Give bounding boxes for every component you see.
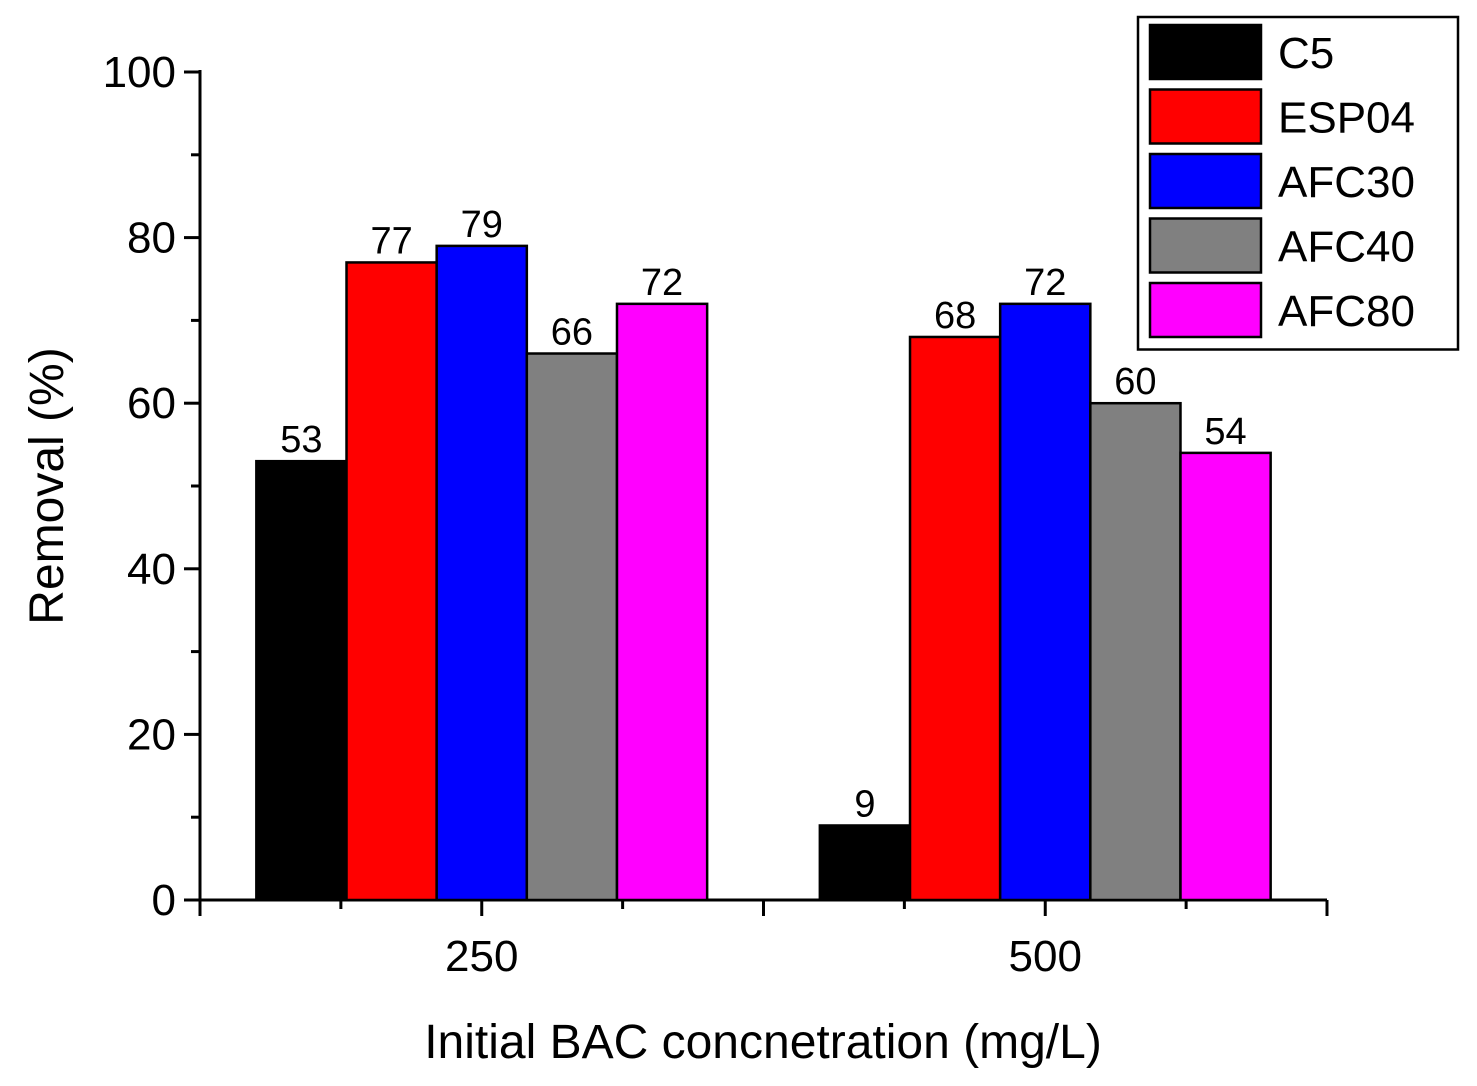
- data-labels: 53 9 77 68 79 72 66 60 72 54: [280, 204, 1246, 826]
- bar: [255, 459, 348, 902]
- legend-swatch: [1148, 152, 1263, 210]
- legend-swatch: [1148, 88, 1263, 145]
- bar: [435, 244, 529, 902]
- legend: C5 ESP04 AFC30 AFC40 AFC80: [1136, 15, 1460, 351]
- y-axis-title: Removal (%): [21, 347, 74, 624]
- legend-swatch: [1148, 281, 1263, 339]
- y-tick-label: 80: [127, 214, 176, 263]
- bar: [525, 352, 619, 902]
- data-label: 53: [280, 419, 322, 461]
- bar: [818, 824, 912, 902]
- data-label: 9: [854, 783, 875, 825]
- bar: [1089, 401, 1182, 902]
- x-tick-label: 500: [1009, 932, 1082, 981]
- data-label: 72: [1024, 262, 1066, 304]
- data-label: 77: [370, 220, 412, 262]
- legend-label: ESP04: [1278, 94, 1415, 143]
- data-label: 60: [1114, 361, 1156, 403]
- bar: [998, 302, 1092, 902]
- data-label: 68: [934, 295, 976, 337]
- legend-label: C5: [1278, 29, 1334, 78]
- data-label: 54: [1204, 411, 1246, 453]
- y-tick-label: 100: [103, 48, 176, 97]
- x-axis-title: Initial BAC concnetration (mg/L): [424, 1016, 1102, 1069]
- legend-label: AFC30: [1278, 158, 1415, 207]
- y-tick-label: 40: [127, 545, 176, 594]
- y-tick-label: 0: [152, 876, 176, 925]
- data-label: 66: [551, 312, 593, 354]
- y-tick-label: 60: [127, 379, 176, 428]
- bars: [255, 244, 1272, 902]
- legend-swatch: [1148, 23, 1263, 81]
- data-label: 72: [641, 262, 683, 304]
- legend-label: AFC80: [1278, 287, 1415, 336]
- bar: [1179, 451, 1272, 902]
- bar: [615, 302, 709, 902]
- data-label: 79: [461, 204, 503, 246]
- x-tick-label: 250: [445, 932, 518, 981]
- legend-swatch: [1148, 217, 1263, 274]
- bar: [908, 335, 1002, 902]
- bar: [345, 261, 438, 902]
- legend-label: AFC40: [1278, 223, 1415, 272]
- y-tick-label: 20: [127, 710, 176, 759]
